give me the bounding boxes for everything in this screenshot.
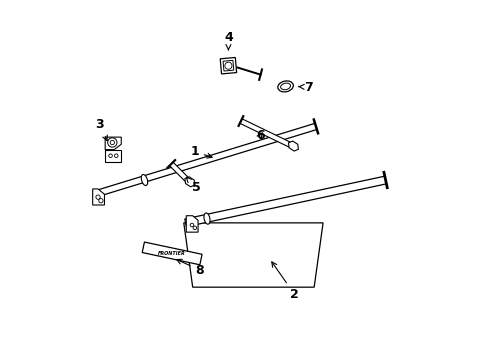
Polygon shape [184, 177, 194, 187]
Polygon shape [184, 176, 386, 227]
Polygon shape [105, 137, 121, 150]
Text: 7: 7 [298, 81, 312, 94]
Ellipse shape [277, 81, 293, 92]
Circle shape [110, 140, 114, 145]
Ellipse shape [141, 175, 147, 185]
Circle shape [108, 154, 112, 157]
Ellipse shape [280, 83, 290, 90]
Polygon shape [220, 58, 236, 74]
Circle shape [99, 199, 103, 203]
Ellipse shape [203, 213, 210, 224]
Polygon shape [288, 141, 298, 151]
Polygon shape [239, 119, 293, 148]
Circle shape [107, 138, 117, 147]
Text: 5: 5 [186, 177, 200, 194]
Circle shape [114, 154, 118, 157]
Text: 4: 4 [224, 31, 232, 50]
Circle shape [224, 62, 231, 69]
Polygon shape [169, 162, 190, 184]
Text: 2: 2 [271, 262, 298, 301]
Polygon shape [223, 60, 233, 71]
Text: 3: 3 [95, 118, 107, 141]
Circle shape [193, 226, 196, 230]
Polygon shape [93, 189, 104, 205]
Text: 6: 6 [256, 129, 264, 142]
Text: 1: 1 [190, 145, 212, 158]
Polygon shape [186, 216, 198, 232]
Polygon shape [93, 123, 316, 197]
Circle shape [96, 195, 100, 199]
Polygon shape [183, 223, 323, 287]
Text: FRONTIER: FRONTIER [158, 251, 185, 256]
Circle shape [190, 223, 193, 227]
Text: 8: 8 [176, 259, 204, 276]
Polygon shape [105, 150, 121, 162]
Polygon shape [142, 242, 202, 265]
